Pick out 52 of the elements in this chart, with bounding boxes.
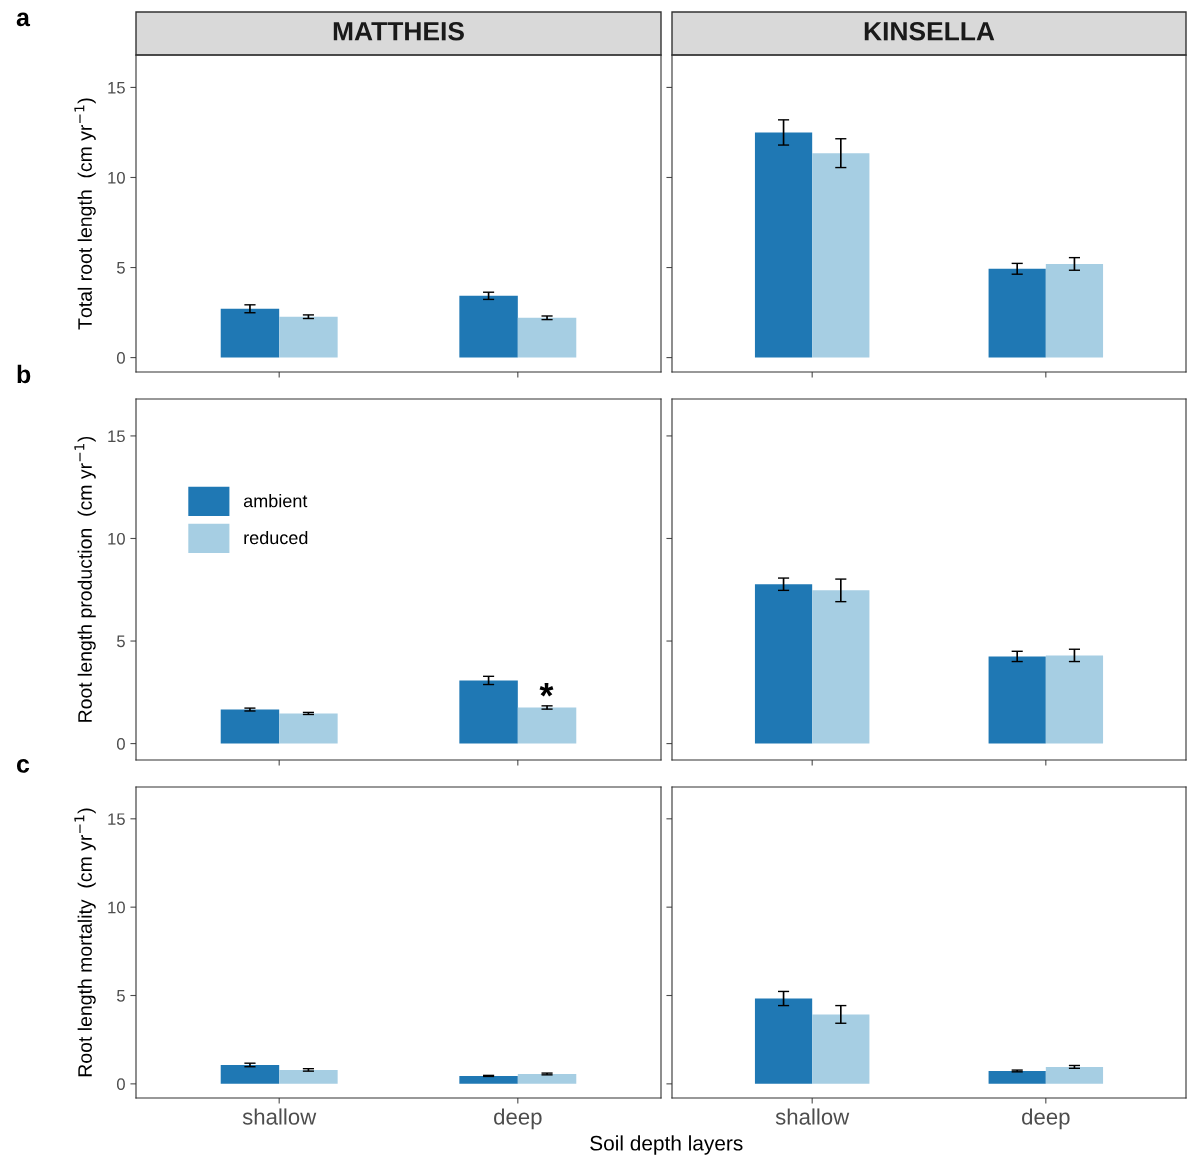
bar bbox=[754, 998, 813, 1084]
y-tick-label: 10 bbox=[108, 171, 125, 184]
bar bbox=[517, 1073, 577, 1084]
bar bbox=[812, 1014, 870, 1084]
text: b bbox=[17, 364, 31, 384]
x-axis-title: Soil depth layers bbox=[590, 1135, 743, 1155]
bar bbox=[279, 1069, 338, 1084]
bar bbox=[988, 1070, 1046, 1084]
bar bbox=[220, 308, 280, 358]
bar bbox=[812, 590, 870, 744]
text: c bbox=[16, 759, 30, 773]
chart-title: MATTHEIS bbox=[333, 21, 464, 41]
y-tick-label: 0 bbox=[116, 737, 125, 750]
bar bbox=[220, 1064, 280, 1084]
x-tick-label: deep bbox=[1022, 1108, 1070, 1130]
y-axis-title: Total root length (cm yr$^{−1}$) bbox=[74, 98, 96, 330]
y-tick-label: 0 bbox=[116, 351, 125, 364]
bar bbox=[988, 268, 1046, 358]
y-tick-label: 15 bbox=[108, 813, 125, 826]
y-tick-label: 10 bbox=[108, 532, 125, 545]
y-tick-label: 10 bbox=[108, 901, 125, 914]
legend-label: ambient bbox=[243, 494, 308, 508]
y-axis-title: Root length mortality (cm yr$^{−1}$) bbox=[74, 808, 96, 1077]
bar bbox=[459, 295, 518, 358]
chart-title: KINSELLA bbox=[864, 21, 995, 41]
bar bbox=[1045, 655, 1104, 744]
x-tick-label: deep bbox=[494, 1108, 542, 1130]
y-tick-label: 0 bbox=[116, 1078, 125, 1091]
annotation: * bbox=[539, 682, 554, 697]
legend-label: reduced bbox=[244, 530, 308, 545]
bar bbox=[754, 132, 813, 358]
bar bbox=[459, 680, 518, 744]
bar bbox=[754, 584, 813, 744]
bar bbox=[1045, 263, 1104, 358]
x-tick-label: shallow bbox=[242, 1108, 317, 1125]
bar bbox=[220, 709, 280, 744]
bar bbox=[279, 316, 338, 358]
y-tick-label: 5 bbox=[116, 262, 125, 274]
text: a bbox=[16, 12, 31, 27]
y-tick-label: 5 bbox=[116, 990, 125, 1002]
bar bbox=[279, 713, 338, 744]
bar bbox=[988, 656, 1046, 744]
y-tick-label: 5 bbox=[116, 635, 125, 648]
bar bbox=[812, 153, 870, 358]
x-tick-label: shallow bbox=[775, 1108, 850, 1125]
y-axis-title: Root length production (cm yr$^{−1}$) bbox=[74, 436, 96, 722]
y-tick-label: 15 bbox=[108, 81, 125, 94]
bar bbox=[459, 1075, 518, 1084]
bar bbox=[517, 707, 577, 744]
y-tick-label: 15 bbox=[108, 430, 125, 443]
bar bbox=[517, 317, 577, 358]
bar bbox=[1045, 1066, 1104, 1084]
